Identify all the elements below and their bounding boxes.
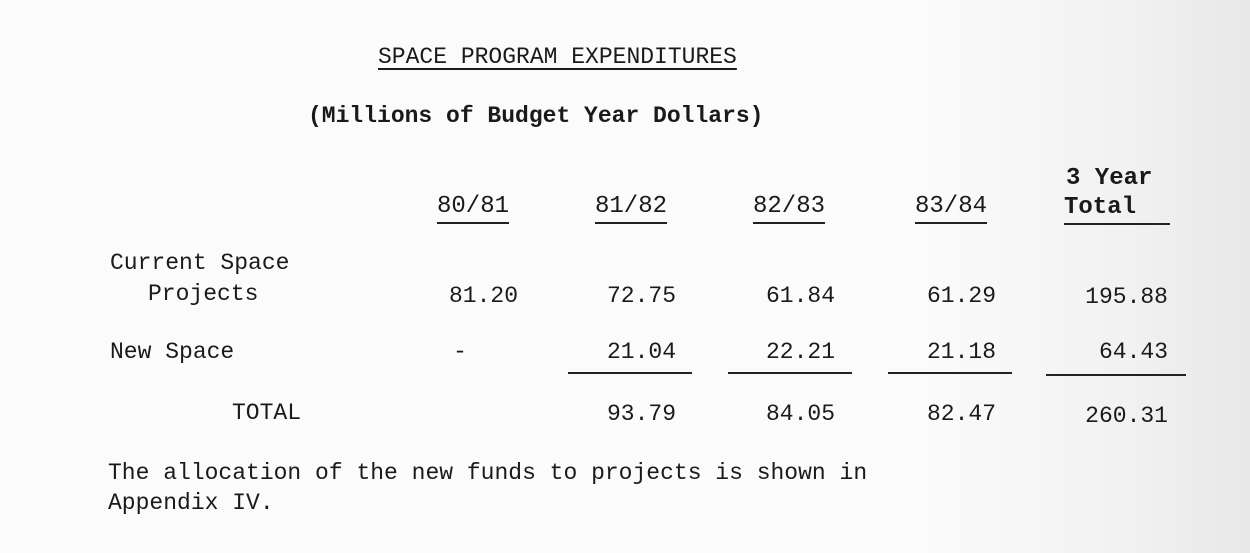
column-header-81-82: 81/82 bbox=[584, 193, 678, 224]
cell-new-3-year-total: 64.43 bbox=[1098, 339, 1168, 365]
column-header-83-84: 83/84 bbox=[904, 193, 998, 224]
row-label-current-space: Current Space bbox=[110, 250, 290, 276]
sum-rule bbox=[888, 372, 1012, 374]
sum-rule bbox=[1046, 374, 1186, 376]
cell-current-81-82: 72.75 bbox=[606, 283, 676, 309]
cell-current-3-year-total: 195.88 bbox=[1085, 284, 1168, 310]
cell-new-82-83: 22.21 bbox=[765, 339, 835, 365]
cell-total-3-year-total: 260.31 bbox=[1085, 403, 1168, 429]
column-header-82-83: 82/83 bbox=[742, 193, 836, 224]
cell-current-80-81: 81.20 bbox=[448, 283, 518, 309]
column-header-3-year: 3 Year bbox=[1066, 165, 1153, 192]
cell-total-81-82: 93.79 bbox=[606, 401, 676, 427]
sum-rule bbox=[568, 372, 692, 374]
row-label-total: TOTAL bbox=[232, 400, 302, 426]
column-header-total: Total bbox=[1064, 194, 1170, 225]
cell-new-83-84: 21.18 bbox=[926, 339, 996, 365]
cell-current-82-83: 61.84 bbox=[765, 283, 835, 309]
cell-total-83-84: 82.47 bbox=[926, 401, 996, 427]
column-header-80-81: 80/81 bbox=[428, 193, 518, 224]
cell-total-82-83: 84.05 bbox=[765, 401, 835, 427]
footnote-paragraph: The allocation of the new funds to proje… bbox=[108, 458, 867, 518]
cell-new-80-81: - bbox=[453, 339, 467, 365]
footnote-line-1: The allocation of the new funds to proje… bbox=[108, 460, 868, 486]
document-title: SPACE PROGRAM EXPENDITURES bbox=[378, 44, 737, 70]
cell-current-83-84: 61.29 bbox=[926, 283, 996, 309]
sum-rule bbox=[728, 372, 852, 374]
document-subtitle: (Millions of Budget Year Dollars) bbox=[308, 103, 764, 129]
cell-new-81-82: 21.04 bbox=[606, 339, 676, 365]
page-bleed-shadow bbox=[920, 0, 1250, 553]
row-label-new-space: New Space bbox=[110, 339, 235, 365]
row-label-projects: Projects bbox=[148, 281, 259, 307]
footnote-line-2: Appendix IV. bbox=[108, 490, 274, 516]
